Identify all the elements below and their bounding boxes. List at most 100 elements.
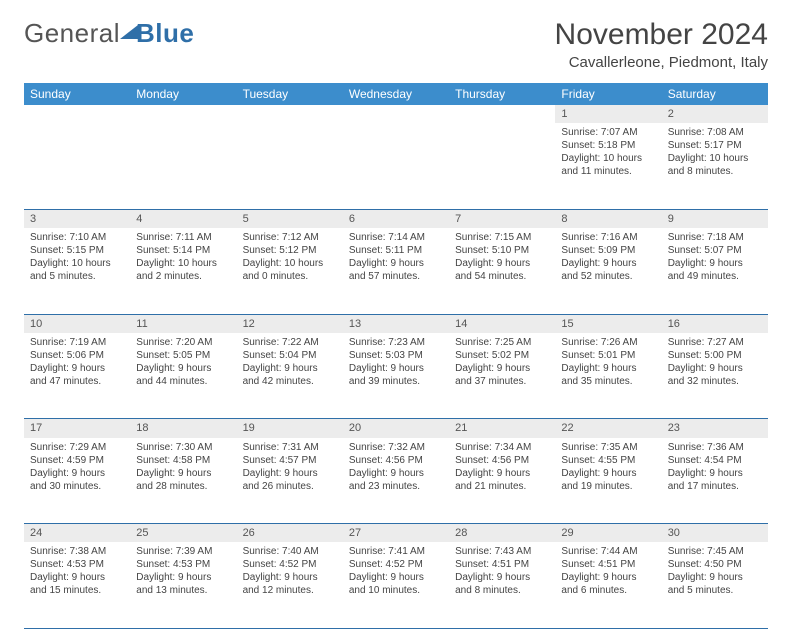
sunset-text: Sunset: 5:06 PM — [30, 349, 124, 362]
detail-row: Sunrise: 7:10 AMSunset: 5:15 PMDaylight:… — [24, 228, 768, 314]
daynum-row: 12 — [24, 105, 768, 123]
day-number: 15 — [561, 318, 573, 330]
day-number-cell: 17 — [24, 419, 130, 438]
day-number-cell: 23 — [662, 419, 768, 438]
sunset-text: Sunset: 4:58 PM — [136, 454, 230, 467]
day-number-cell: 27 — [343, 524, 449, 543]
day-detail-cell: Sunrise: 7:14 AMSunset: 5:11 PMDaylight:… — [343, 228, 449, 314]
sunrise-text: Sunrise: 7:19 AM — [30, 336, 124, 349]
day-number-cell: 28 — [449, 524, 555, 543]
sunrise-text: Sunrise: 7:26 AM — [561, 336, 655, 349]
sail-icon — [120, 25, 138, 39]
sunset-text: Sunset: 5:18 PM — [561, 139, 655, 152]
sunrise-text: Sunrise: 7:12 AM — [243, 231, 337, 244]
sunrise-text: Sunrise: 7:18 AM — [668, 231, 762, 244]
sunset-text: Sunset: 5:07 PM — [668, 244, 762, 257]
daylight-text: Daylight: 9 hours and 26 minutes. — [243, 467, 337, 493]
day-detail-cell: Sunrise: 7:20 AMSunset: 5:05 PMDaylight:… — [130, 333, 236, 419]
sunset-text: Sunset: 5:17 PM — [668, 139, 762, 152]
weekday-header: Thursday — [449, 83, 555, 105]
weekday-header: Tuesday — [237, 83, 343, 105]
day-detail-cell: Sunrise: 7:30 AMSunset: 4:58 PMDaylight:… — [130, 438, 236, 524]
day-number: 1 — [561, 108, 567, 120]
weekday-header: Sunday — [24, 83, 130, 105]
sunrise-text: Sunrise: 7:07 AM — [561, 126, 655, 139]
day-number-cell: 18 — [130, 419, 236, 438]
day-detail-cell: Sunrise: 7:16 AMSunset: 5:09 PMDaylight:… — [555, 228, 661, 314]
day-number: 20 — [349, 422, 361, 434]
daylight-text: Daylight: 10 hours and 5 minutes. — [30, 257, 124, 283]
sunset-text: Sunset: 4:52 PM — [243, 558, 337, 571]
day-detail-cell: Sunrise: 7:31 AMSunset: 4:57 PMDaylight:… — [237, 438, 343, 524]
sunrise-text: Sunrise: 7:20 AM — [136, 336, 230, 349]
day-number: 23 — [668, 422, 680, 434]
day-detail-cell: Sunrise: 7:25 AMSunset: 5:02 PMDaylight:… — [449, 333, 555, 419]
sunset-text: Sunset: 4:54 PM — [668, 454, 762, 467]
sunrise-text: Sunrise: 7:44 AM — [561, 545, 655, 558]
day-detail-cell: Sunrise: 7:40 AMSunset: 4:52 PMDaylight:… — [237, 542, 343, 628]
day-detail-cell: Sunrise: 7:12 AMSunset: 5:12 PMDaylight:… — [237, 228, 343, 314]
day-number-cell: 1 — [555, 105, 661, 123]
daylight-text: Daylight: 9 hours and 52 minutes. — [561, 257, 655, 283]
sunset-text: Sunset: 5:01 PM — [561, 349, 655, 362]
sunrise-text: Sunrise: 7:29 AM — [30, 441, 124, 454]
daylight-text: Daylight: 9 hours and 30 minutes. — [30, 467, 124, 493]
day-number: 22 — [561, 422, 573, 434]
day-number: 11 — [136, 318, 147, 330]
day-detail-cell: Sunrise: 7:32 AMSunset: 4:56 PMDaylight:… — [343, 438, 449, 524]
sunrise-text: Sunrise: 7:11 AM — [136, 231, 230, 244]
day-number: 21 — [455, 422, 467, 434]
day-detail-cell: Sunrise: 7:22 AMSunset: 5:04 PMDaylight:… — [237, 333, 343, 419]
day-number: 3 — [30, 213, 36, 225]
day-number: 16 — [668, 318, 680, 330]
day-number-cell: 10 — [24, 314, 130, 333]
header: General Blue November 2024 Cavallerleone… — [24, 18, 768, 71]
location-text: Cavallerleone, Piedmont, Italy — [555, 54, 768, 71]
daylight-text: Daylight: 9 hours and 57 minutes. — [349, 257, 443, 283]
day-detail-cell: Sunrise: 7:26 AMSunset: 5:01 PMDaylight:… — [555, 333, 661, 419]
sunrise-text: Sunrise: 7:23 AM — [349, 336, 443, 349]
day-detail-cell: Sunrise: 7:18 AMSunset: 5:07 PMDaylight:… — [662, 228, 768, 314]
sunset-text: Sunset: 5:11 PM — [349, 244, 443, 257]
daylight-text: Daylight: 9 hours and 37 minutes. — [455, 362, 549, 388]
sunset-text: Sunset: 5:12 PM — [243, 244, 337, 257]
day-number: 28 — [455, 527, 467, 539]
day-detail-cell — [343, 123, 449, 209]
day-number-cell: 11 — [130, 314, 236, 333]
daylight-text: Daylight: 9 hours and 19 minutes. — [561, 467, 655, 493]
day-number-cell: 13 — [343, 314, 449, 333]
day-number: 27 — [349, 527, 361, 539]
day-number-cell: 15 — [555, 314, 661, 333]
day-number-cell: 26 — [237, 524, 343, 543]
day-detail-cell: Sunrise: 7:07 AMSunset: 5:18 PMDaylight:… — [555, 123, 661, 209]
day-number-cell: 25 — [130, 524, 236, 543]
day-detail-cell: Sunrise: 7:08 AMSunset: 5:17 PMDaylight:… — [662, 123, 768, 209]
day-detail-cell: Sunrise: 7:44 AMSunset: 4:51 PMDaylight:… — [555, 542, 661, 628]
detail-row: Sunrise: 7:38 AMSunset: 4:53 PMDaylight:… — [24, 542, 768, 628]
daynum-row: 10111213141516 — [24, 314, 768, 333]
day-number-cell — [449, 105, 555, 123]
daynum-row: 17 18 19 20 21 22 23 — [24, 419, 768, 438]
day-number: 14 — [455, 318, 467, 330]
sunrise-text: Sunrise: 7:25 AM — [455, 336, 549, 349]
daylight-text: Daylight: 9 hours and 47 minutes. — [30, 362, 124, 388]
sunrise-text: Sunrise: 7:43 AM — [455, 545, 549, 558]
day-number: 19 — [243, 422, 255, 434]
day-detail-cell — [24, 123, 130, 209]
day-number-cell: 29 — [555, 524, 661, 543]
daylight-text: Daylight: 9 hours and 17 minutes. — [668, 467, 762, 493]
sunrise-text: Sunrise: 7:30 AM — [136, 441, 230, 454]
day-number: 17 — [30, 422, 42, 434]
sunrise-text: Sunrise: 7:15 AM — [455, 231, 549, 244]
day-number-cell: 30 — [662, 524, 768, 543]
sunset-text: Sunset: 4:52 PM — [349, 558, 443, 571]
daylight-text: Daylight: 9 hours and 32 minutes. — [668, 362, 762, 388]
day-number: 13 — [349, 318, 361, 330]
sunset-text: Sunset: 4:57 PM — [243, 454, 337, 467]
brand-logo: General Blue — [24, 18, 194, 49]
daylight-text: Daylight: 9 hours and 12 minutes. — [243, 571, 337, 597]
sunset-text: Sunset: 4:53 PM — [30, 558, 124, 571]
day-number: 4 — [136, 213, 142, 225]
sunset-text: Sunset: 5:09 PM — [561, 244, 655, 257]
day-number: 30 — [668, 527, 680, 539]
